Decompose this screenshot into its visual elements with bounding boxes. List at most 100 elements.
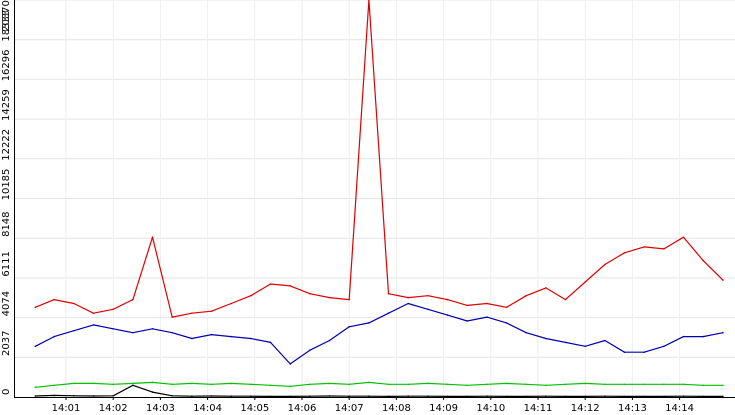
x-tick-label: 14:12: [571, 403, 600, 414]
y-tick-label: 10185: [1, 169, 12, 201]
series-2-point: [446, 314, 449, 316]
x-tick-labels: 14:01 14:02 14:03 14:04 14:05 14:06 14:07 14:08…: [52, 403, 694, 414]
series-3-point: [230, 382, 232, 385]
series-3-point: [151, 381, 154, 384]
series-1-point: [230, 302, 232, 305]
series-1-point: [348, 298, 351, 301]
series-2-point: [151, 328, 154, 330]
series-1-point: [702, 259, 704, 262]
series-2-point: [250, 337, 252, 340]
series-4-point: [486, 395, 488, 398]
series-4-point: [407, 395, 410, 398]
series-1-point: [564, 298, 567, 301]
series-line-2: [35, 302, 724, 365]
series-4-point: [623, 395, 626, 398]
y-tick-label: 18333: [1, 10, 12, 42]
series-3-point: [545, 384, 547, 387]
series-3-point: [34, 386, 37, 389]
series-2-point: [505, 322, 508, 324]
series-4-point: [702, 395, 704, 398]
series-3-point: [289, 385, 292, 388]
series-1-point: [328, 296, 331, 299]
series-2-point: [92, 324, 95, 326]
series-1-point: [309, 292, 311, 295]
series-2-point: [230, 335, 232, 338]
series-3-point: [525, 383, 527, 386]
series-2-point: [682, 335, 685, 338]
series-2-point: [34, 345, 37, 348]
series-2-point: [210, 333, 213, 336]
y-tick-label: 20370: [1, 0, 12, 32]
series-3-point: [348, 383, 351, 386]
x-tick-label: 14:09: [429, 403, 458, 414]
series-1-point: [584, 281, 586, 283]
series-3-point: [486, 383, 488, 386]
series-3-point: [466, 384, 469, 387]
series-2-point: [132, 331, 134, 334]
x-tick-label: 14:02: [99, 403, 128, 414]
series-4-point: [722, 395, 724, 398]
series-1-point: [505, 306, 508, 309]
series-3-point: [53, 384, 55, 387]
x-tick-label: 14:13: [618, 403, 647, 414]
series-2-point: [348, 326, 351, 328]
series-4-point: [466, 395, 469, 398]
series-1-point: [34, 306, 37, 309]
series-3-point: [171, 383, 173, 386]
series-3-point: [505, 382, 508, 385]
series-3-point: [328, 382, 331, 385]
series-4-point: [269, 395, 272, 398]
series-2-point: [643, 351, 645, 354]
series-4-point: [250, 395, 252, 398]
series-2-point: [328, 339, 331, 342]
series-3-point: [210, 383, 213, 386]
series-3-point: [702, 384, 704, 387]
y-tick-label: 14259: [1, 89, 12, 121]
series-2-point: [407, 302, 410, 305]
series-3-point: [92, 382, 95, 385]
series-1-point: [545, 287, 547, 289]
series-4-point: [604, 395, 606, 398]
series-4-point: [210, 395, 213, 397]
series-1-point: [663, 248, 665, 250]
x-tick-label: 14:01: [52, 403, 81, 414]
series-4-point: [230, 395, 232, 398]
y-tick-label: 16296: [1, 49, 12, 81]
series-2-point: [112, 328, 114, 330]
series-4-point: [328, 395, 331, 397]
series-1-point: [407, 296, 410, 299]
y-tick-label: 4074: [1, 291, 12, 316]
series-3-point: [269, 384, 272, 387]
series-3-point: [564, 383, 567, 386]
series-1-point: [132, 298, 134, 301]
series-3-point: [643, 383, 645, 386]
series-4-point: [682, 395, 685, 398]
series-4-point: [564, 395, 567, 398]
series-1-point: [151, 236, 154, 238]
series-4-point: [132, 384, 134, 387]
x-tick-label: 14:14: [665, 403, 694, 414]
series-4-point: [584, 395, 586, 398]
series-1-point: [92, 312, 95, 315]
series-1-point: [250, 294, 252, 297]
series-1-point: [427, 294, 429, 297]
series-3-point: [604, 383, 606, 386]
series-1-point: [623, 252, 626, 254]
series-2-point: [722, 331, 724, 334]
series-3-point: [584, 382, 586, 385]
series-2-point: [73, 329, 75, 332]
series-line-3: [35, 381, 723, 388]
series-4-point: [191, 395, 193, 398]
series-3-point: [682, 383, 685, 386]
x-tick-label: 14:06: [288, 403, 317, 414]
series-layer: [34, 0, 724, 398]
series-1-point: [722, 279, 724, 281]
series-4-point: [525, 395, 527, 398]
series-4-point: [505, 395, 508, 398]
y-tick-label: 12222: [1, 129, 12, 161]
series-3-point: [112, 383, 114, 386]
series-4-point: [368, 395, 370, 398]
series-1-point: [171, 316, 173, 318]
series-1-point: [466, 304, 469, 307]
y-tick-label: 6111: [1, 251, 12, 276]
